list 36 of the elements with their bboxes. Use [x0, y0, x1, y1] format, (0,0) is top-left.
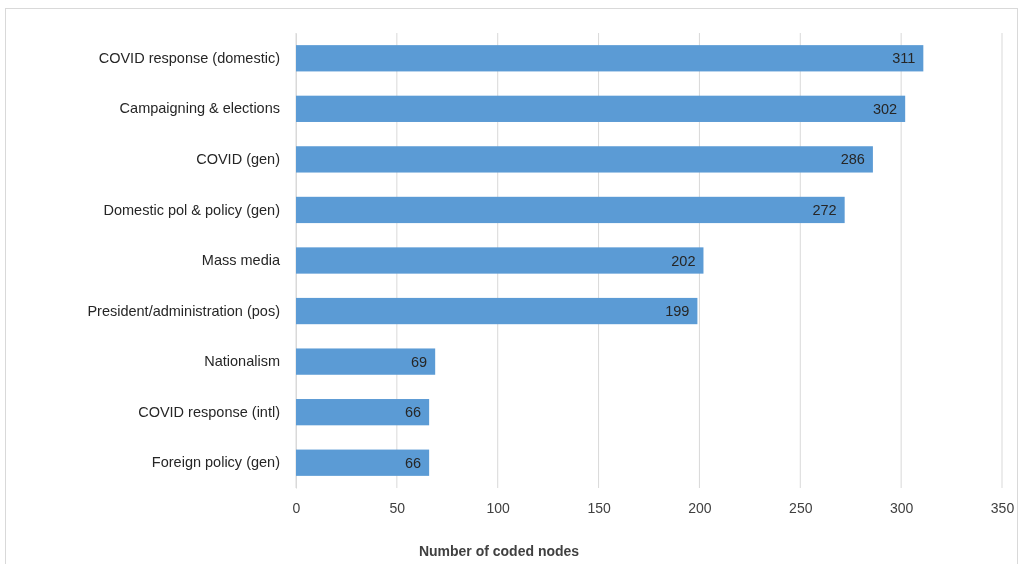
y-tick-label: President/administration (pos) — [87, 302, 280, 319]
bar — [296, 45, 924, 72]
data-label: 272 — [812, 202, 837, 219]
bar — [296, 196, 845, 224]
data-label: 66 — [404, 454, 422, 471]
bar — [296, 348, 436, 375]
x-tick-label: 250 — [789, 499, 813, 516]
bar — [296, 95, 906, 122]
x-axis-title: Number of coded nodes — [418, 543, 580, 559]
data-label: 66 — [404, 404, 422, 421]
x-tick-label: 0 — [292, 499, 301, 516]
x-tick-label: 50 — [389, 499, 406, 516]
y-tick-label: COVID response (intl) — [138, 403, 280, 420]
y-tick-label: Mass media — [201, 252, 281, 269]
y-tick-label: COVID (gen) — [196, 151, 280, 168]
bar — [296, 399, 430, 426]
y-tick-label: Campaigning & elections — [119, 100, 280, 117]
x-tick-label: 300 — [889, 499, 914, 516]
data-label: 311 — [892, 50, 916, 67]
bar — [296, 449, 430, 476]
data-label: 199 — [665, 303, 690, 320]
data-label: 69 — [411, 353, 428, 370]
bar — [296, 247, 704, 274]
data-label: 302 — [872, 100, 898, 117]
x-tick-label: 200 — [688, 499, 712, 516]
y-tick-label: Foreign policy (gen) — [151, 454, 280, 471]
y-tick-label: Nationalism — [204, 353, 280, 370]
bar — [296, 297, 698, 325]
x-tick-label: 150 — [587, 499, 611, 516]
y-tick-label: Domestic pol & policy (gen) — [103, 201, 280, 218]
y-tick-label: COVID response (domestic) — [98, 49, 280, 66]
data-label: 286 — [840, 151, 865, 168]
x-tick-label: 100 — [486, 499, 511, 516]
data-label: 202 — [671, 252, 696, 269]
x-tick-label: 350 — [990, 499, 1015, 516]
bar — [296, 146, 873, 173]
